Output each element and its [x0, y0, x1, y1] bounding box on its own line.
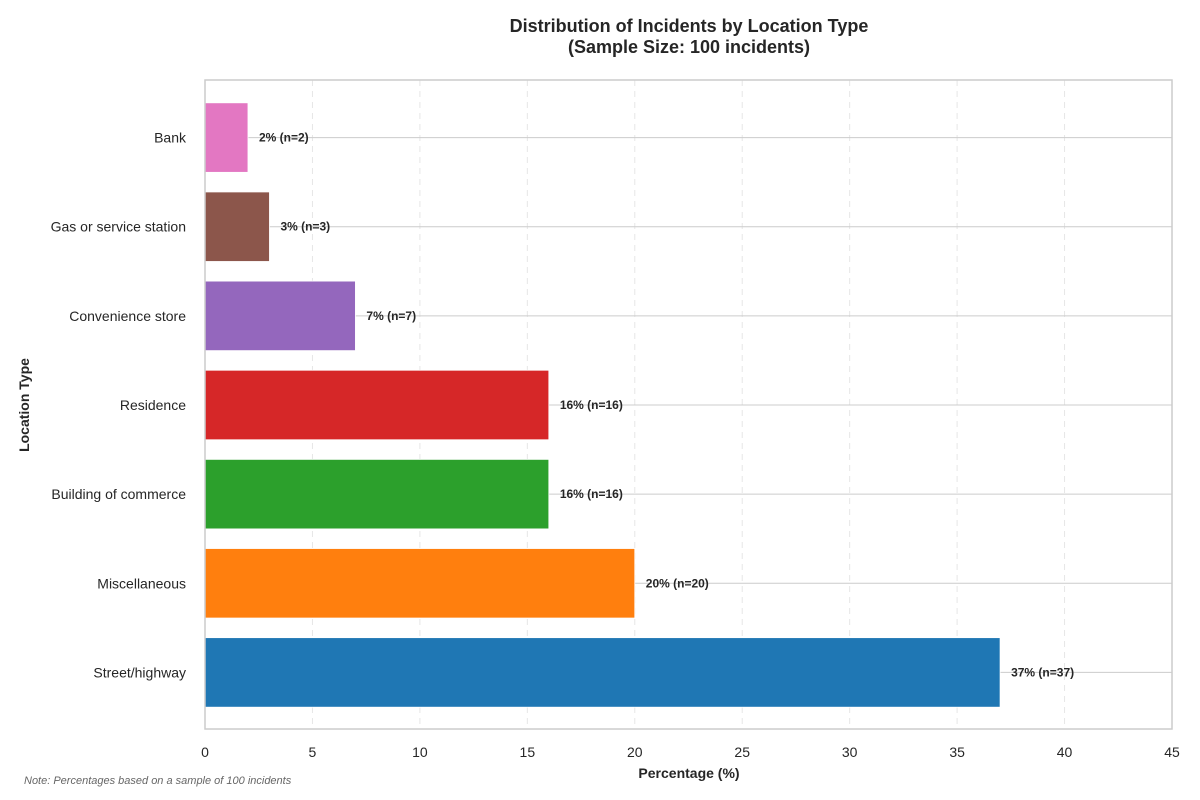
- y-tick-label: Bank: [154, 130, 187, 146]
- y-tick-label: Building of commerce: [51, 486, 186, 502]
- bar-street-highway: [204, 637, 1001, 708]
- y-tick-label: Residence: [120, 397, 186, 413]
- x-axis-title: Percentage (%): [638, 765, 739, 781]
- data-label: 37% (n=37): [1011, 665, 1074, 679]
- data-labels: 37% (n=37) 20% (n=20) 16% (n=16) 16% (n=16)…: [259, 131, 1074, 680]
- y-tick-label: Gas or service station: [51, 219, 186, 235]
- x-tick-label: 30: [842, 744, 858, 760]
- data-label: 2% (n=2): [259, 131, 309, 145]
- x-tick-labels: 0 5 10 15 20 25 30 35 40 45: [201, 744, 1180, 760]
- data-label: 16% (n=16): [560, 398, 623, 412]
- bar-bank: [204, 102, 249, 173]
- chart-title-line-1: Distribution of Incidents by Location Ty…: [510, 16, 869, 36]
- bar-residence: [204, 369, 550, 441]
- x-tick-label: 45: [1164, 744, 1180, 760]
- bar-convenience-store: [204, 280, 356, 352]
- bar-building-of-commerce: [204, 458, 550, 530]
- x-tick-label: 5: [309, 744, 317, 760]
- y-tick-labels: Street/highway Miscellaneous Building of c…: [51, 130, 187, 681]
- bar-gas-or-service-station: [204, 191, 270, 262]
- chart-title-line-2: (Sample Size: 100 incidents): [568, 37, 810, 57]
- x-tick-label: 40: [1057, 744, 1073, 760]
- bar-miscellaneous: [204, 548, 636, 619]
- x-tick-label: 0: [201, 744, 209, 760]
- bars: [204, 102, 1001, 708]
- data-label: 7% (n=7): [366, 309, 416, 323]
- y-tick-label: Street/highway: [93, 664, 186, 680]
- x-tick-label: 15: [520, 744, 536, 760]
- x-tick-label: 35: [949, 744, 965, 760]
- x-tick-label: 20: [627, 744, 643, 760]
- y-tick-label: Convenience store: [69, 308, 186, 324]
- x-tick-label: 10: [412, 744, 428, 760]
- data-label: 16% (n=16): [560, 487, 623, 501]
- y-axis-title: Location Type: [16, 358, 32, 452]
- y-tick-label: Miscellaneous: [97, 575, 186, 591]
- data-label: 20% (n=20): [646, 576, 709, 590]
- footnote: Note: Percentages based on a sample of 1…: [24, 775, 292, 787]
- plot-frame: [204, 79, 1173, 730]
- data-label: 3% (n=3): [280, 220, 330, 234]
- x-tick-label: 25: [734, 744, 750, 760]
